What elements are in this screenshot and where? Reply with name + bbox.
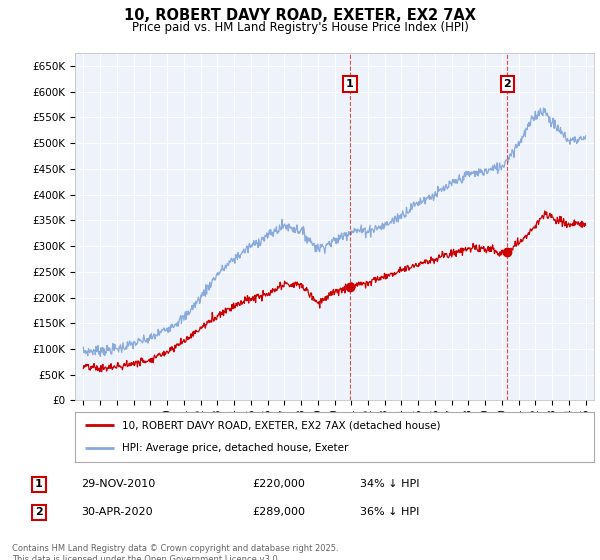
- Text: 34% ↓ HPI: 34% ↓ HPI: [360, 479, 419, 489]
- Text: £289,000: £289,000: [252, 507, 305, 517]
- Text: 29-NOV-2010: 29-NOV-2010: [81, 479, 155, 489]
- Text: 36% ↓ HPI: 36% ↓ HPI: [360, 507, 419, 517]
- Text: Contains HM Land Registry data © Crown copyright and database right 2025.
This d: Contains HM Land Registry data © Crown c…: [12, 544, 338, 560]
- Text: 2: 2: [503, 79, 511, 89]
- Text: £220,000: £220,000: [252, 479, 305, 489]
- Text: 10, ROBERT DAVY ROAD, EXETER, EX2 7AX (detached house): 10, ROBERT DAVY ROAD, EXETER, EX2 7AX (d…: [122, 420, 440, 430]
- Text: 30-APR-2020: 30-APR-2020: [81, 507, 152, 517]
- Text: HPI: Average price, detached house, Exeter: HPI: Average price, detached house, Exet…: [122, 444, 348, 454]
- Text: 10, ROBERT DAVY ROAD, EXETER, EX2 7AX: 10, ROBERT DAVY ROAD, EXETER, EX2 7AX: [124, 8, 476, 24]
- Text: 1: 1: [346, 79, 354, 89]
- Text: Price paid vs. HM Land Registry's House Price Index (HPI): Price paid vs. HM Land Registry's House …: [131, 21, 469, 34]
- Text: 1: 1: [35, 479, 43, 489]
- Text: 2: 2: [35, 507, 43, 517]
